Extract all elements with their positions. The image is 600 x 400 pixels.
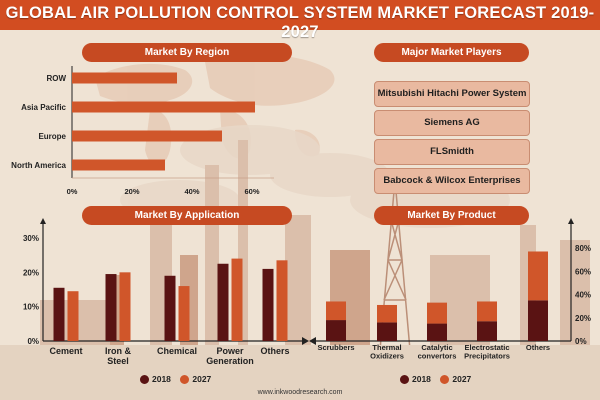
region-chart-heading: Market By Region bbox=[82, 43, 292, 62]
application-bar-2027 bbox=[67, 291, 79, 341]
legend-label-2027: 2027 bbox=[192, 374, 212, 384]
product-bar-2027 bbox=[477, 301, 497, 322]
product-bar-2018 bbox=[377, 322, 397, 341]
source-footer: www.inkwoodresearch.com bbox=[257, 389, 343, 396]
player-flsmidth: FLSmidth bbox=[374, 139, 530, 165]
product-bar-2018 bbox=[427, 323, 447, 341]
product-tick-label: 0% bbox=[575, 337, 587, 346]
region-tick-label: 20% bbox=[124, 187, 139, 196]
application-category-label: Chemical bbox=[157, 346, 197, 356]
application-bar-2018 bbox=[105, 274, 117, 341]
application-chart-heading: Market By Application bbox=[82, 206, 292, 225]
application-tick-label: 20% bbox=[23, 268, 39, 277]
product-category-label: Thermal Oxidizers bbox=[370, 343, 404, 361]
region-category-label: Asia Pacific bbox=[21, 103, 66, 112]
product-tick-label: 20% bbox=[575, 314, 591, 323]
product-bar-2027 bbox=[326, 301, 346, 321]
product-tick-label: 60% bbox=[575, 267, 591, 276]
application-tick-label: 0% bbox=[27, 337, 39, 346]
application-bar-2018 bbox=[262, 268, 274, 341]
application-tick-label: 30% bbox=[23, 234, 39, 243]
application-bar-2027 bbox=[119, 272, 131, 341]
application-y-axis-arrow bbox=[40, 218, 46, 224]
product-bar-2018 bbox=[326, 320, 346, 341]
legend-label-2018: 2018 bbox=[412, 374, 431, 384]
product-bar-2018 bbox=[477, 321, 497, 341]
application-bar-2018 bbox=[53, 287, 65, 341]
product-legend: 2018 2027 bbox=[400, 374, 471, 385]
product-bar-2018 bbox=[528, 300, 548, 341]
application-bar-2027 bbox=[231, 258, 243, 341]
legend-label-2018: 2018 bbox=[152, 374, 171, 384]
page-title: GLOBAL AIR POLLUTION CONTROL SYSTEM MARK… bbox=[5, 4, 595, 41]
application-bar-2018 bbox=[164, 275, 176, 341]
product-y-axis-arrow bbox=[568, 218, 574, 224]
legend-swatch-2018 bbox=[400, 374, 409, 384]
player-mitsubishi-hitachi: Mitsubishi Hitachi Power System bbox=[374, 81, 530, 107]
product-category-label: Others bbox=[526, 343, 550, 352]
product-category-label: Scrubbers bbox=[317, 343, 354, 352]
region-category-label: ROW bbox=[46, 74, 66, 83]
legend-label-2027: 2027 bbox=[452, 374, 472, 384]
product-bar-2027 bbox=[427, 302, 447, 324]
product-bar-2027 bbox=[528, 251, 548, 301]
application-category-label: Others bbox=[260, 346, 289, 356]
region-tick-label: 60% bbox=[244, 187, 259, 196]
players-heading: Major Market Players bbox=[374, 43, 529, 62]
application-tick-label: 10% bbox=[23, 303, 39, 312]
application-bar-2027 bbox=[276, 260, 288, 341]
axis-break-left bbox=[302, 337, 309, 345]
region-bar bbox=[72, 72, 177, 84]
product-tick-label: 40% bbox=[575, 291, 591, 300]
application-legend: 2018 2027 bbox=[140, 374, 211, 385]
application-bar-2018 bbox=[217, 263, 229, 341]
region-tick-label: 40% bbox=[184, 187, 199, 196]
product-tick-label: 80% bbox=[575, 244, 591, 253]
application-category-label: Power Generation bbox=[206, 346, 254, 366]
application-category-label: Cement bbox=[49, 346, 82, 356]
axis-break-right bbox=[309, 337, 316, 345]
player-babcock-wilcox: Babcock & Wilcox Enterprises bbox=[374, 168, 530, 194]
product-category-label: Electrostatic Precipitators bbox=[464, 343, 510, 361]
product-bar-2027 bbox=[377, 304, 397, 323]
application-category-label: Iron & Steel bbox=[105, 346, 131, 366]
legend-swatch-2018 bbox=[140, 374, 149, 384]
region-category-label: Europe bbox=[38, 132, 66, 141]
player-siemens: Siemens AG bbox=[374, 110, 530, 136]
product-category-label: Catalytic convertors bbox=[418, 343, 457, 361]
region-bar bbox=[72, 130, 222, 142]
region-bar bbox=[72, 159, 165, 171]
title-banner bbox=[0, 0, 600, 30]
region-bar bbox=[72, 101, 255, 113]
region-category-label: North America bbox=[11, 161, 66, 170]
region-tick-label: 0% bbox=[67, 187, 78, 196]
application-bar-2027 bbox=[178, 286, 190, 341]
legend-swatch-2027 bbox=[440, 374, 450, 384]
legend-swatch-2027 bbox=[180, 374, 190, 384]
product-chart-heading: Market By Product bbox=[374, 206, 529, 225]
